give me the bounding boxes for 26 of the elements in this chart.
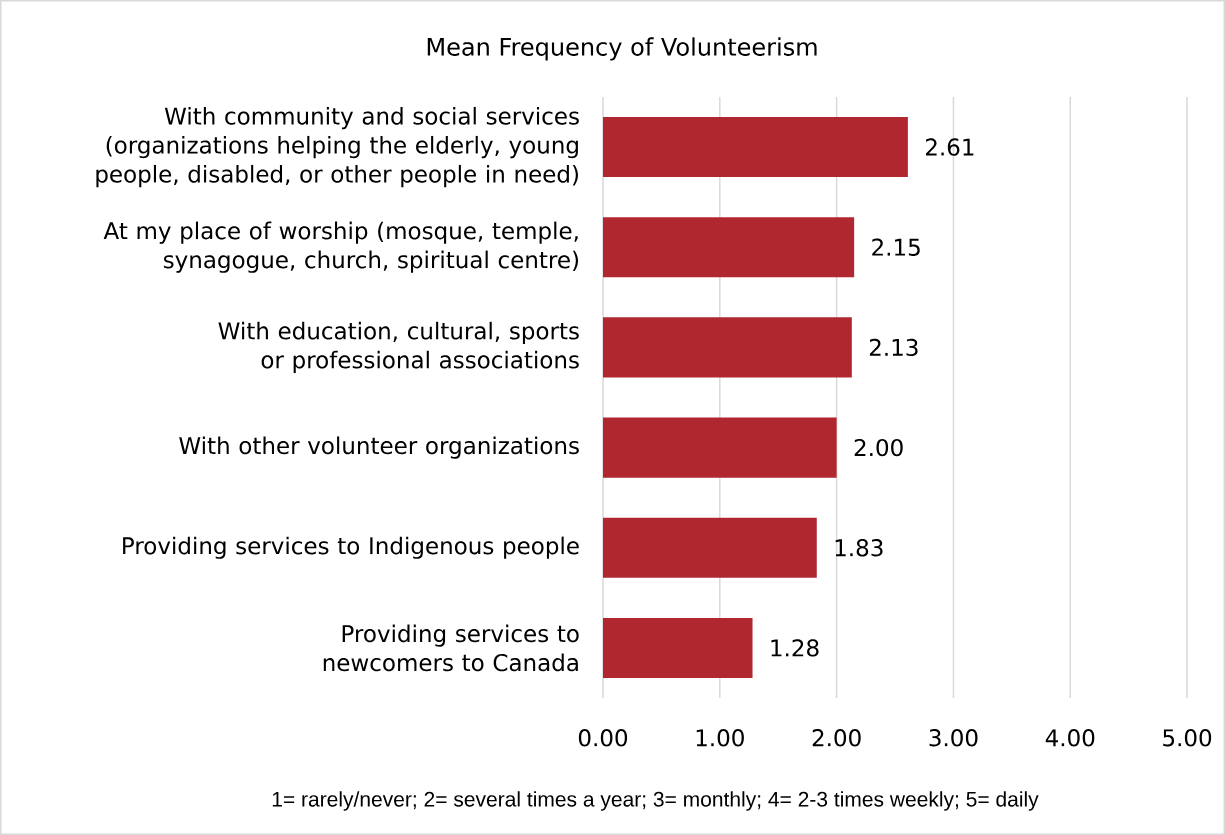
- bar: [603, 417, 837, 478]
- data-label: 2.13: [869, 338, 918, 357]
- data-label: 1.28: [771, 639, 819, 657]
- data-label: 2.15: [872, 238, 920, 256]
- x-tick-label: 2.00: [812, 729, 861, 747]
- y-tick-label: Providing services to Indigenous people: [123, 536, 579, 559]
- y-tick-label: With community and social services (organizations helping the elderly, young people, disabled, or other people in need): [96, 106, 579, 188]
- x-tick-label: 5.00: [1163, 729, 1212, 747]
- x-tick-label: 1.00: [696, 729, 744, 747]
- text: 1= rarely/never; 2= several times a year; 3= monthly; 4= 2-3 times weekly; 5= daily: [272, 791, 1039, 811]
- bar: [603, 217, 855, 278]
- x-tick-label: 4.00: [1045, 729, 1095, 747]
- data-label: 2.61: [925, 138, 974, 156]
- x-tick-label: 0.00: [578, 729, 628, 747]
- y-tick-label: With other volunteer organizations: [179, 436, 579, 459]
- y-tick-label: Providing services to newcomers to Canada: [323, 624, 579, 672]
- bar: [603, 617, 753, 678]
- chart-title: Mean Frequency of Volunteerism: [427, 37, 817, 61]
- x-tick-label: 3.00: [929, 729, 978, 747]
- data-label: 1.83: [835, 539, 883, 557]
- bar: [603, 117, 908, 178]
- bar: [603, 517, 817, 578]
- bar: [603, 317, 852, 378]
- y-tick-label: At my place of worship (mosque, temple, synagogue, church, spiritual centre): [103, 221, 579, 273]
- y-tick-label: With education, cultural, sports or professional associations: [218, 321, 579, 374]
- data-label: 2.00: [854, 438, 903, 457]
